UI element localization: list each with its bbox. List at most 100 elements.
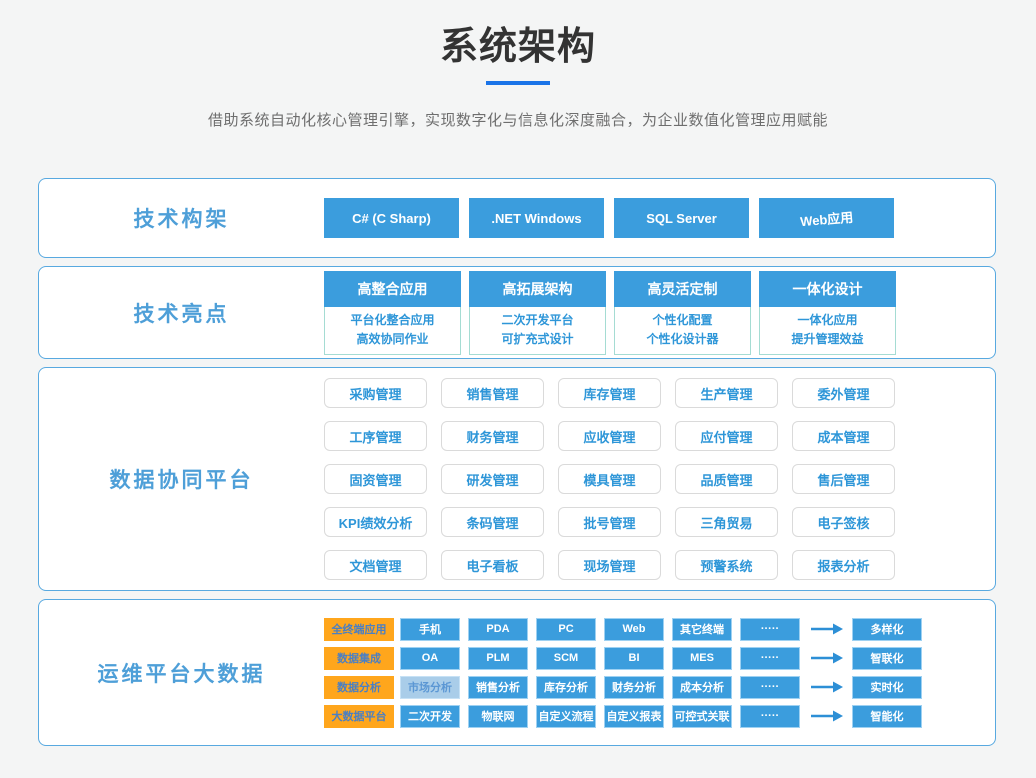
arrow-right-icon bbox=[810, 680, 844, 694]
ops-cell: BI bbox=[604, 646, 664, 670]
ops-cell-muted: 市场分析 bbox=[400, 675, 460, 699]
ops-result-cell: 智联化 bbox=[852, 646, 922, 670]
highlight-card-title: 高灵活定制 bbox=[614, 270, 751, 307]
module-chip: 现场管理 bbox=[558, 550, 661, 580]
tech-button-web-label: Web应用 bbox=[799, 209, 854, 229]
ops-cell: MES bbox=[672, 646, 732, 670]
module-chip: 预警系统 bbox=[675, 550, 778, 580]
sections-container: 技术构架 C# (C Sharp) .NET Windows SQL Serve… bbox=[38, 178, 996, 754]
module-chip: 工序管理 bbox=[324, 421, 427, 451]
section-data-platform: 数据协同平台 采购管理 销售管理 库存管理 生产管理 委外管理 工序管理 财务管… bbox=[38, 367, 996, 591]
page-subtitle: 借助系统自动化核心管理引擎，实现数字化与信息化深度融合，为企业数值化管理应用赋能 bbox=[207, 112, 828, 129]
ops-cell: 其它终端 bbox=[672, 617, 732, 641]
module-chip: 固资管理 bbox=[324, 464, 427, 494]
ops-row-analysis: 数据分析 市场分析 销售分析 库存分析 财务分析 成本分析 ····· 实时化 bbox=[324, 675, 922, 699]
ops-result-cell: 多样化 bbox=[852, 617, 922, 641]
ops-row-bigdata: 大数据平台 二次开发 物联网 自定义流程 自定义报表 可控式关联 ····· 智… bbox=[324, 704, 922, 728]
highlight-line: 可扩充式设计 bbox=[501, 331, 574, 346]
module-chip: 库存管理 bbox=[558, 378, 661, 408]
ops-cell: 二次开发 bbox=[400, 704, 460, 728]
ops-result-cell: 智能化 bbox=[852, 704, 922, 728]
module-chip: KPI绩效分析 bbox=[324, 507, 427, 537]
module-chip: 委外管理 bbox=[792, 378, 895, 408]
arrow-right-icon bbox=[810, 622, 844, 636]
ops-result-cell: 实时化 bbox=[852, 675, 922, 699]
page-title: 系统架构 bbox=[439, 26, 596, 68]
section-ops-platform: 运维平台大数据 全终端应用 手机 PDA PC Web 其它终端 ····· 多… bbox=[38, 599, 996, 746]
highlight-line: 高效协同作业 bbox=[356, 331, 429, 346]
page-header: 系统架构 借助系统自动化核心管理引擎，实现数字化与信息化深度融合，为企业数值化管… bbox=[0, 0, 1036, 130]
module-grid: 采购管理 销售管理 库存管理 生产管理 委外管理 工序管理 财务管理 应收管理 … bbox=[324, 368, 995, 590]
highlight-card: 高整合应用 平台化整合应用 高效协同作业 bbox=[324, 270, 461, 355]
ops-cell: SCM bbox=[536, 646, 596, 670]
highlight-card: 高灵活定制 个性化配置 个性化设计器 bbox=[614, 270, 751, 355]
arrow-right-icon bbox=[810, 709, 844, 723]
ops-cell: Web bbox=[604, 617, 664, 641]
highlight-card-title: 高整合应用 bbox=[324, 270, 461, 307]
module-chip: 品质管理 bbox=[675, 464, 778, 494]
ops-cell: 物联网 bbox=[468, 704, 528, 728]
tech-button-web: Web应用 bbox=[759, 198, 894, 238]
highlight-card-body: 平台化整合应用 高效协同作业 bbox=[324, 306, 461, 355]
ops-cell: 自定义报表 bbox=[604, 704, 664, 728]
ops-cell-ellipsis: ····· bbox=[740, 675, 800, 699]
module-chip: 电子签核 bbox=[792, 507, 895, 537]
ops-cell: 成本分析 bbox=[672, 675, 732, 699]
ops-cell: 库存分析 bbox=[536, 675, 596, 699]
ops-rows: 全终端应用 手机 PDA PC Web 其它终端 ····· 多样化 数据集成 … bbox=[324, 600, 995, 745]
highlight-line: 提升管理效益 bbox=[791, 331, 864, 346]
module-chip: 条码管理 bbox=[441, 507, 544, 537]
module-chip: 模具管理 bbox=[558, 464, 661, 494]
ops-cell: 可控式关联 bbox=[672, 704, 732, 728]
ops-row-terminals: 全终端应用 手机 PDA PC Web 其它终端 ····· 多样化 bbox=[324, 617, 922, 641]
section-tech-stack: 技术构架 C# (C Sharp) .NET Windows SQL Serve… bbox=[38, 178, 996, 258]
ops-category-label: 数据集成 bbox=[324, 646, 394, 670]
module-chip: 销售管理 bbox=[441, 378, 544, 408]
highlight-card-body: 二次开发平台 可扩充式设计 bbox=[469, 306, 606, 355]
module-chip: 研发管理 bbox=[441, 464, 544, 494]
module-chip: 财务管理 bbox=[441, 421, 544, 451]
highlight-line: 二次开发平台 bbox=[501, 312, 574, 327]
ops-cell: 销售分析 bbox=[468, 675, 528, 699]
section-ops-platform-label: 运维平台大数据 bbox=[97, 662, 266, 686]
ops-cell: PC bbox=[536, 617, 596, 641]
title-underline bbox=[486, 81, 550, 85]
ops-cell: PLM bbox=[468, 646, 528, 670]
ops-category-label: 大数据平台 bbox=[324, 704, 394, 728]
highlight-line: 平台化整合应用 bbox=[350, 312, 435, 327]
section-data-platform-label: 数据协同平台 bbox=[109, 469, 254, 492]
module-chip: 三角贸易 bbox=[675, 507, 778, 537]
highlight-line: 一体化应用 bbox=[797, 312, 858, 327]
module-chip: 应付管理 bbox=[675, 421, 778, 451]
highlight-line: 个性化设计器 bbox=[646, 331, 719, 346]
highlight-card-body: 个性化配置 个性化设计器 bbox=[614, 306, 751, 355]
module-chip: 采购管理 bbox=[324, 378, 427, 408]
module-chip: 生产管理 bbox=[675, 378, 778, 408]
highlight-card: 一体化设计 一体化应用 提升管理效益 bbox=[759, 270, 896, 355]
highlight-card-title: 高拓展架构 bbox=[469, 270, 606, 307]
system-architecture-page: 系统架构 借助系统自动化核心管理引擎，实现数字化与信息化深度融合，为企业数值化管… bbox=[0, 0, 1036, 746]
section-highlights-label: 技术亮点 bbox=[133, 302, 230, 326]
highlight-card-body: 一体化应用 提升管理效益 bbox=[759, 306, 896, 355]
module-chip: 电子看板 bbox=[441, 550, 544, 580]
ops-cell: 手机 bbox=[400, 617, 460, 641]
module-chip: 报表分析 bbox=[792, 550, 895, 580]
module-chip: 文档管理 bbox=[324, 550, 427, 580]
module-chip: 售后管理 bbox=[792, 464, 895, 494]
module-chip: 应收管理 bbox=[558, 421, 661, 451]
tech-button-dotnet: .NET Windows bbox=[469, 198, 604, 238]
ops-cell-ellipsis: ····· bbox=[740, 617, 800, 641]
ops-cell: PDA bbox=[468, 617, 528, 641]
arrow-right-icon bbox=[810, 651, 844, 665]
tech-stack-buttons: C# (C Sharp) .NET Windows SQL Server Web… bbox=[324, 179, 995, 257]
tech-button-csharp: C# (C Sharp) bbox=[324, 198, 459, 238]
ops-cell: 财务分析 bbox=[604, 675, 664, 699]
section-highlights: 技术亮点 高整合应用 平台化整合应用 高效协同作业 高拓展架构 二次开发平台 可… bbox=[38, 266, 996, 359]
ops-cell: OA bbox=[400, 646, 460, 670]
tech-button-sqlserver: SQL Server bbox=[614, 198, 749, 238]
module-chip: 成本管理 bbox=[792, 421, 895, 451]
highlight-card: 高拓展架构 二次开发平台 可扩充式设计 bbox=[469, 270, 606, 355]
highlight-card-title: 一体化设计 bbox=[759, 270, 896, 307]
highlight-cards: 高整合应用 平台化整合应用 高效协同作业 高拓展架构 二次开发平台 可扩充式设计… bbox=[324, 267, 995, 358]
module-chip: 批号管理 bbox=[558, 507, 661, 537]
